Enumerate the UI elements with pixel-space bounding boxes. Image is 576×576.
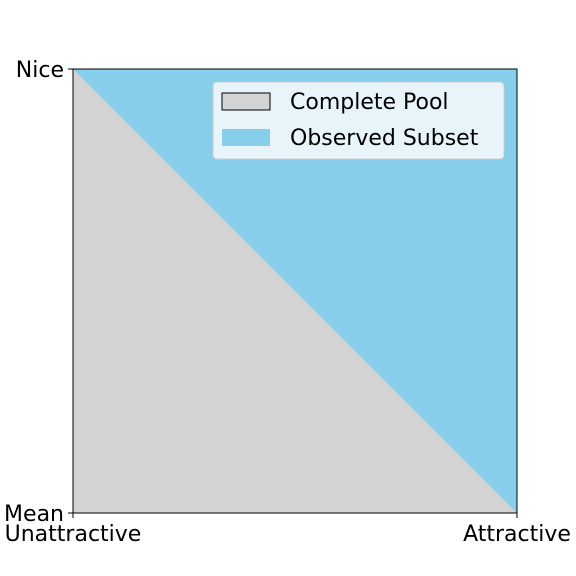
- x-tick-label-left: Unattractive: [5, 522, 142, 547]
- x-axis: Unattractive Attractive: [5, 513, 571, 547]
- plot-frame: [72, 68, 518, 514]
- y-axis: Nice Mean: [4, 58, 73, 527]
- y-tick-label-bottom: Mean: [4, 502, 64, 527]
- legend-label-observed-subset: Observed Subset: [290, 126, 479, 151]
- legend-box: [212, 81, 505, 160]
- legend-swatch-complete-pool: [221, 92, 271, 111]
- x-tick-label-right: Attractive: [463, 522, 571, 547]
- legend-swatch-observed-subset: [222, 129, 270, 146]
- legend: Complete Pool Observed Subset: [212, 81, 505, 160]
- y-tick-label-top: Nice: [16, 58, 64, 83]
- legend-label-complete-pool: Complete Pool: [290, 90, 449, 115]
- region-observed-subset: [73, 69, 517, 513]
